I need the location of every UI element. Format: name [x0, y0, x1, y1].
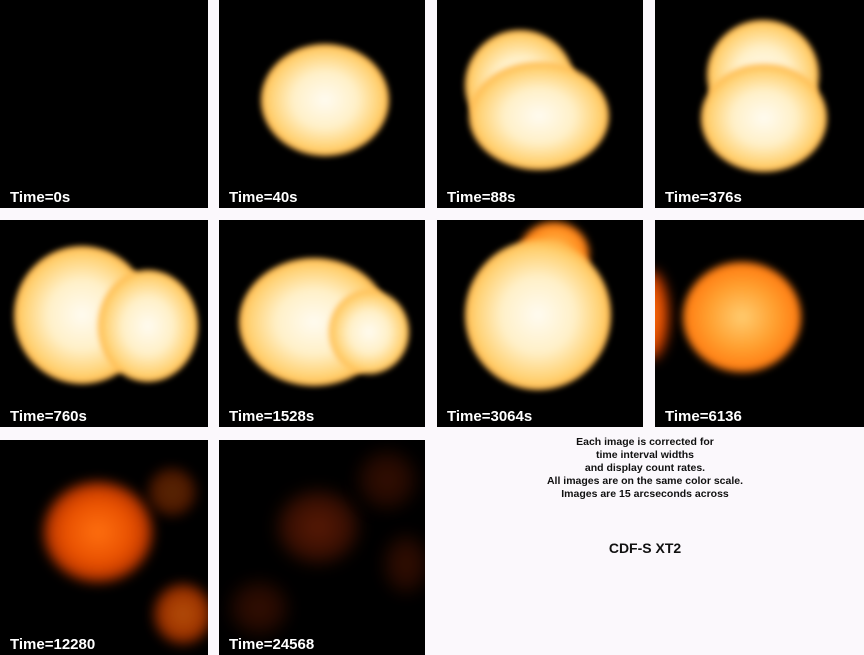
xray-source-image	[383, 534, 425, 594]
panel-label: Time=760s	[10, 408, 87, 425]
panel-time-6136: Time=6136	[655, 220, 864, 427]
caption-line: time interval widths	[595, 449, 695, 461]
panel-time-3064: Time=3064s	[437, 220, 643, 427]
panel-label: Time=1528s	[229, 408, 315, 425]
panel-time-12280: Time=12280	[0, 440, 208, 655]
caption-line: Images are 15 arcseconds across	[561, 488, 729, 500]
xray-source-image	[329, 290, 409, 374]
xray-source-image	[357, 450, 417, 510]
caption-line: All images are on the same color scale.	[546, 475, 744, 487]
xray-source-image	[154, 584, 208, 644]
xray-source-image	[465, 240, 611, 390]
caption-line: and display count rates.	[584, 462, 706, 474]
caption-line: Each image is corrected for	[576, 436, 714, 448]
caption-notes: Each image is corrected for time interva…	[520, 436, 770, 501]
panel-label: Time=88s	[447, 189, 516, 206]
xray-source-image	[148, 468, 196, 516]
xray-source-image	[277, 490, 359, 564]
panel-label: Time=3064s	[447, 408, 533, 425]
panel-time-1528: Time=1528s	[219, 220, 425, 427]
xray-source-image	[44, 482, 152, 582]
xray-source-image	[701, 64, 827, 172]
xray-source-image	[655, 270, 669, 360]
xray-source-image	[261, 44, 389, 156]
panel-time-24568: Time=24568	[219, 440, 425, 655]
xray-source-image	[683, 262, 801, 372]
panel-label: Time=6136	[665, 408, 742, 425]
figure-title: CDF-S XT2	[608, 540, 682, 556]
panel-time-376: Time=376s	[655, 0, 864, 208]
xray-source-image	[229, 580, 289, 636]
panel-label: Time=0s	[10, 189, 71, 206]
xray-source-image	[98, 270, 198, 382]
panel-label: Time=40s	[229, 189, 298, 206]
panel-time-0: Time=0s	[0, 0, 208, 208]
panel-label: Time=24568	[229, 636, 315, 653]
panel-time-88: Time=88s	[437, 0, 643, 208]
panel-time-760: Time=760s	[0, 220, 208, 427]
panel-label: Time=12280	[10, 636, 96, 653]
panel-time-40: Time=40s	[219, 0, 425, 208]
panel-label: Time=376s	[665, 189, 742, 206]
xray-source-image	[469, 62, 609, 170]
